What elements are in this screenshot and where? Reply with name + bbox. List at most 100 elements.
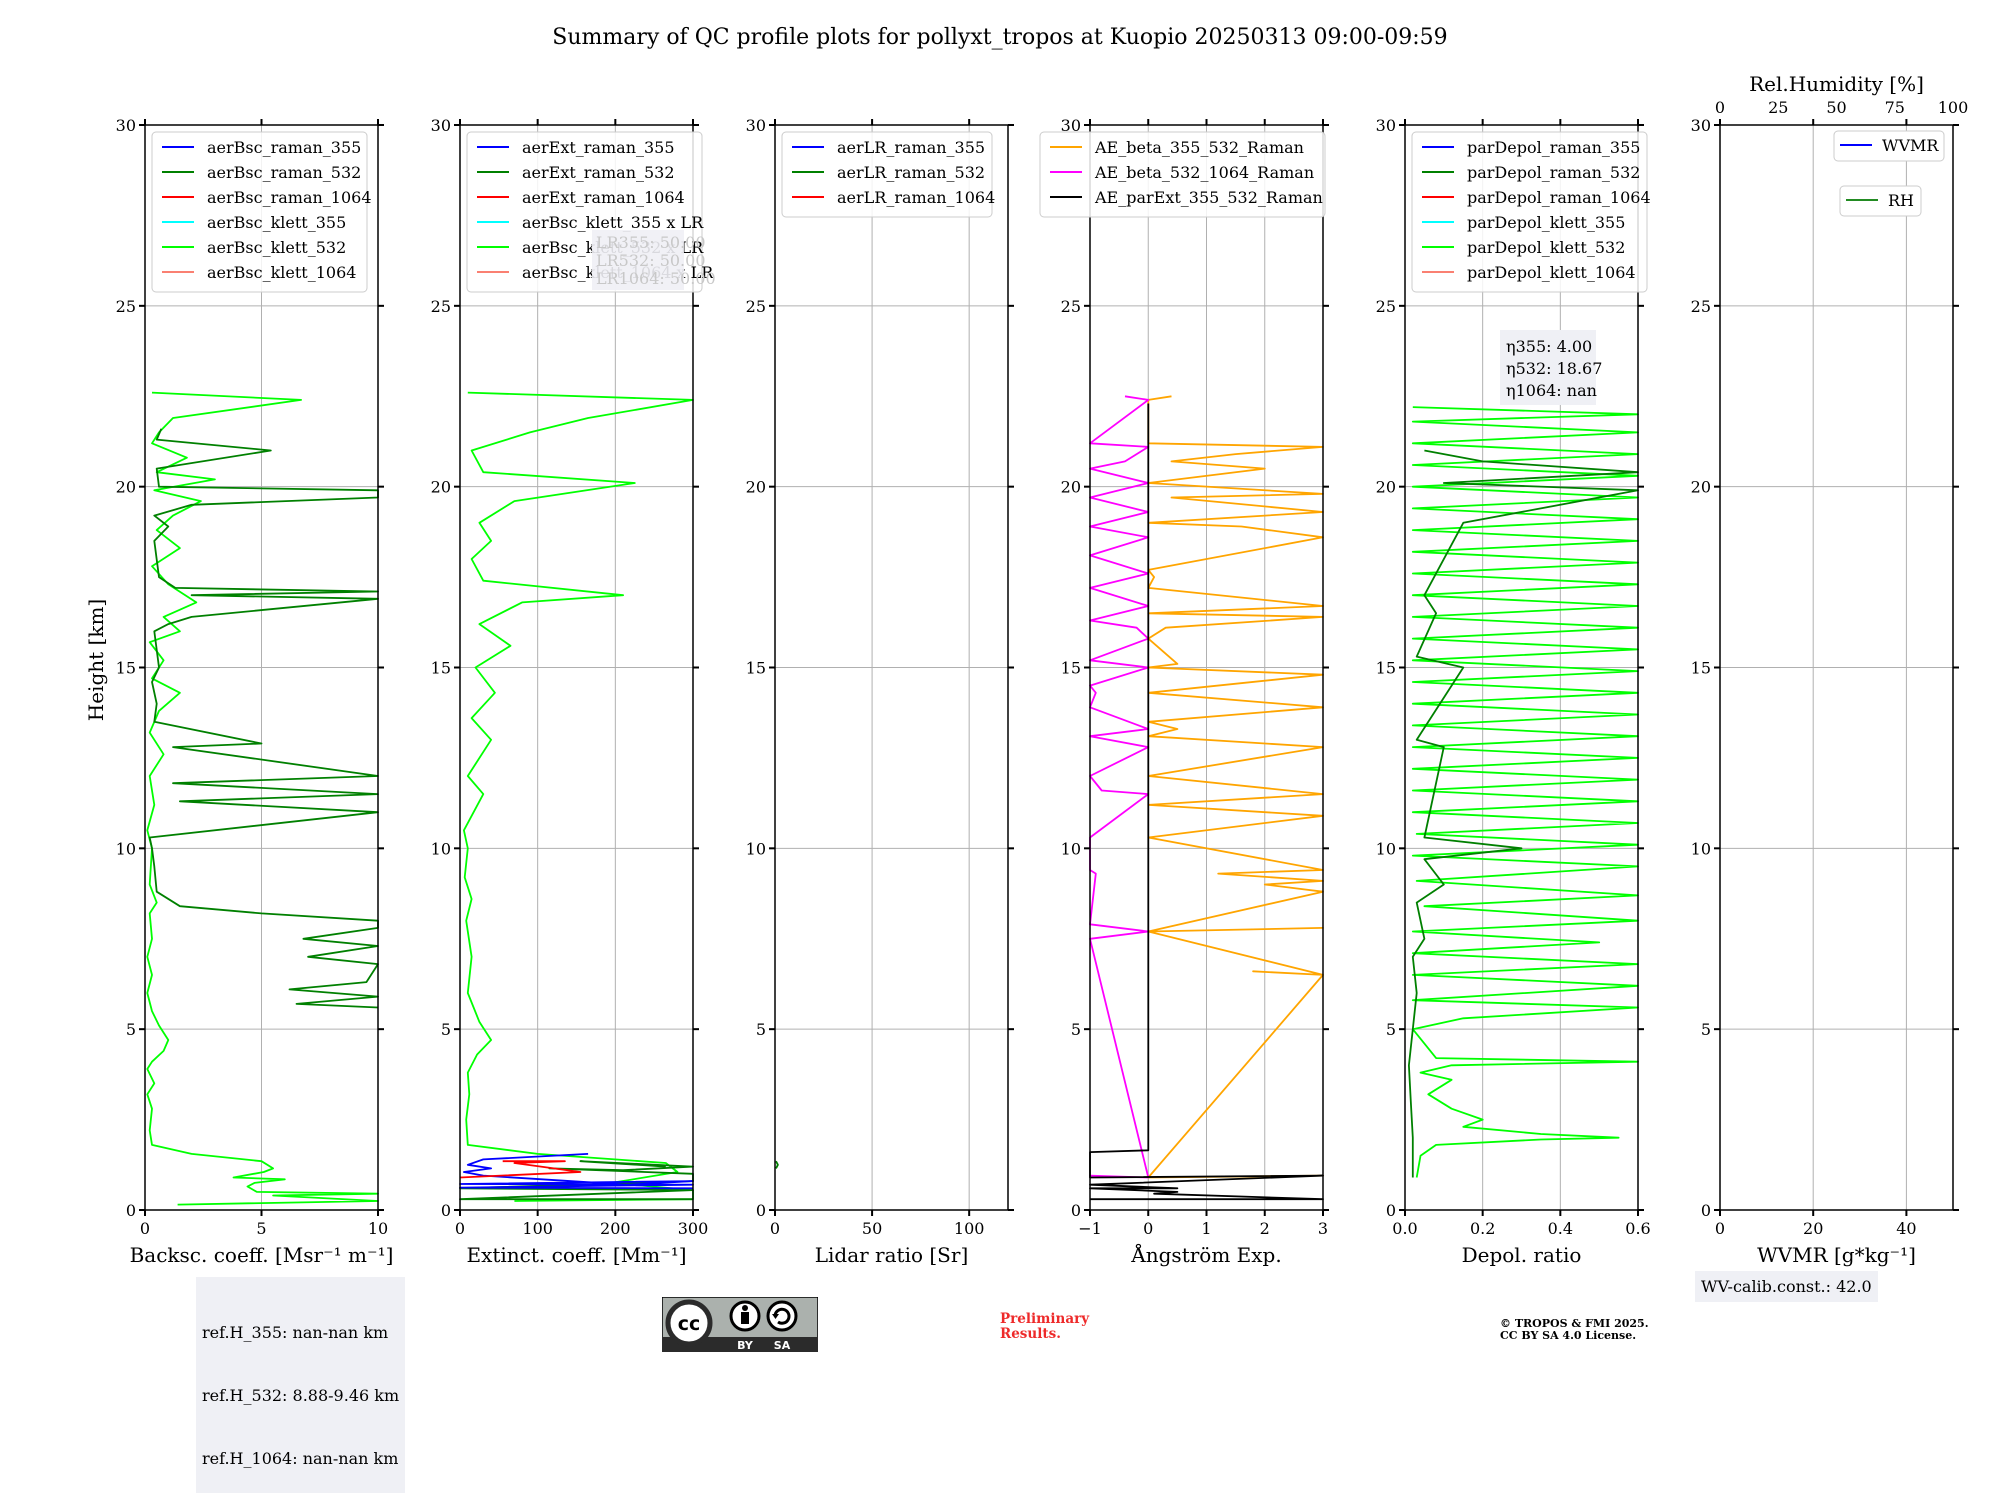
legend-label: aerExt_raman_355: [522, 138, 675, 157]
x-tick-label: 300: [678, 1219, 709, 1238]
y-tick-label: 5: [1386, 1020, 1396, 1039]
y-tick-label: 25: [1376, 297, 1396, 316]
y-tick-label: 20: [1061, 478, 1081, 497]
copyright-note: © TROPOS & FMI 2025. CC BY SA 4.0 Licens…: [1500, 1317, 1649, 1342]
lr-value: LR1064: 50.00: [596, 269, 716, 288]
series-aerBsc_raman_532: [148, 428, 379, 1009]
y-tick-label: 0: [1386, 1201, 1396, 1220]
x-tick-label: 100: [522, 1219, 553, 1238]
figure-title: Summary of QC profile plots for pollyxt_…: [552, 25, 1447, 50]
y-tick-label: 5: [1701, 1020, 1711, 1039]
x-tick-label: 0: [1715, 1219, 1725, 1238]
panel-backscatter: 0 5 10 15 20 25 30 0 5 10 Backsc. coeff. [Msr⁻¹ m⁻…: [116, 116, 394, 1267]
y-tick-label: 5: [756, 1020, 766, 1039]
share-alike-icon: [766, 1300, 798, 1332]
eta-value: η355: 4.00: [1506, 337, 1592, 356]
x-tick-label: 0: [140, 1219, 150, 1238]
y-tick-label: 10: [116, 839, 136, 858]
panel-lidar_ratio: 0 5 10 15 20 25 30 0 50 100 Lidar ratio [Sr] aerLR_…: [746, 116, 1014, 1267]
legend-label: parDepol_klett_532: [1467, 238, 1625, 257]
lr-value: LR532: 50.00: [596, 251, 706, 270]
legend-label: aerExt_raman_532: [522, 163, 675, 182]
x-tick-label: 10: [368, 1219, 388, 1238]
lr-value: LR355: 50.00: [596, 233, 706, 252]
y-tick-label: 15: [746, 659, 766, 678]
legend-box: [781, 131, 993, 218]
wv-calibration-constant: WV-calib.const.: 42.0: [1695, 1271, 1878, 1302]
legend-label: RH: [1888, 191, 1914, 210]
y-tick-label: 25: [116, 297, 136, 316]
y-tick-label: 15: [1691, 659, 1711, 678]
x-axis-label: Backsc. coeff. [Msr⁻¹ m⁻¹]: [130, 1243, 394, 1267]
top-axis-label: Rel.Humidity [%]: [1749, 72, 1924, 96]
y-tick-label: 10: [1061, 839, 1081, 858]
x-tick-label: 0: [1143, 1219, 1153, 1238]
y-tick-label: 20: [431, 478, 451, 497]
legend-label: aerBsc_raman_532: [207, 163, 361, 182]
legend-label: aerBsc_klett_1064: [207, 263, 356, 282]
eta-value: η1064: nan: [1506, 381, 1597, 400]
y-tick-label: 15: [116, 659, 136, 678]
legend-label: aerLR_raman_355: [837, 138, 985, 157]
series-AE_beta_355_532_Raman: [1147, 395, 1324, 1179]
y-tick-label: 20: [116, 478, 136, 497]
y-axis-label: Height [km]: [84, 599, 108, 721]
series-aerBsc_klett_532: [146, 391, 379, 1206]
x-axis-label: Ångström Exp.: [1130, 1242, 1281, 1267]
y-tick-label: 30: [1061, 116, 1081, 135]
y-tick-label: 15: [431, 659, 451, 678]
y-tick-label: 25: [1691, 297, 1711, 316]
ref-height-1064: ref.H_1064: nan-nan km: [202, 1449, 399, 1468]
top-x-tick-label: 0: [1715, 98, 1725, 117]
x-tick-label: 0.2: [1470, 1219, 1495, 1238]
eta-value: η532: 18.67: [1506, 359, 1602, 378]
x-tick-label: 0.0: [1392, 1219, 1417, 1238]
legend-box-rh: [1839, 185, 1922, 217]
series-AE_parExt_355_532_Raman: [1089, 403, 1324, 1201]
legend-label: aerBsc_raman_1064: [207, 188, 372, 207]
legend-label: parDepol_raman_1064: [1467, 188, 1651, 207]
svg-text:BY: BY: [737, 1339, 754, 1352]
legend-label: AE_beta_355_532_Raman: [1094, 138, 1304, 157]
legend-label: parDepol_klett_1064: [1467, 263, 1636, 282]
y-tick-label: 0: [756, 1201, 766, 1220]
legend-label: AE_beta_532_1064_Raman: [1094, 163, 1314, 182]
depol-calibration-annotation: η355: 4.00 η532: 18.67 η1064: nan: [1500, 330, 1602, 405]
y-tick-label: 20: [1691, 478, 1711, 497]
annotation-box: [1500, 330, 1596, 405]
legend-box: [1411, 131, 1648, 293]
y-tick-label: 10: [746, 839, 766, 858]
x-tick-label: −1: [1078, 1219, 1102, 1238]
legend: aerBsc_raman_355 aerBsc_raman_532 aerBsc_r…: [151, 131, 372, 293]
y-tick-label: 25: [746, 297, 766, 316]
annotation-box: [592, 230, 684, 290]
legend-label: aerBsc_klett_532: [207, 238, 346, 257]
x-axis-label: Lidar ratio [Sr]: [815, 1243, 969, 1267]
legend-label: AE_parExt_355_532_Raman: [1094, 188, 1323, 207]
x-tick-label: 5: [256, 1219, 266, 1238]
cc-by-sa-license-badge: cc BY SA: [662, 1297, 818, 1352]
y-tick-label: 10: [1376, 839, 1396, 858]
y-tick-label: 5: [1071, 1020, 1081, 1039]
x-tick-label: 0: [455, 1219, 465, 1238]
legend-label: parDepol_raman_355: [1467, 138, 1640, 157]
series-aerBsc_klett_532 x LR: [462, 391, 694, 1202]
legend-label: parDepol_raman_532: [1467, 163, 1640, 182]
legend-label: parDepol_klett_355: [1467, 213, 1625, 232]
legend: AE_beta_355_532_Raman AE_beta_532_1064_Ra…: [1039, 131, 1326, 218]
preliminary-results-note: Preliminary Results.: [1000, 1311, 1090, 1342]
legend-label: aerBsc_raman_355: [207, 138, 361, 157]
top-x-tick-label: 25: [1768, 98, 1788, 117]
y-tick-label: 0: [1071, 1201, 1081, 1220]
legend-box-wvmr: [1833, 130, 1945, 162]
legend-box: [151, 131, 368, 293]
x-tick-label: 100: [954, 1219, 985, 1238]
y-tick-label: 5: [441, 1020, 451, 1039]
legend-label: aerBsc_klett_355 x LR: [522, 213, 704, 232]
y-tick-label: 0: [126, 1201, 136, 1220]
top-x-tick-label: 100: [1938, 98, 1969, 117]
ref-height-532: ref.H_532: 8.88-9.46 km: [202, 1386, 400, 1405]
y-tick-label: 30: [1376, 116, 1396, 135]
